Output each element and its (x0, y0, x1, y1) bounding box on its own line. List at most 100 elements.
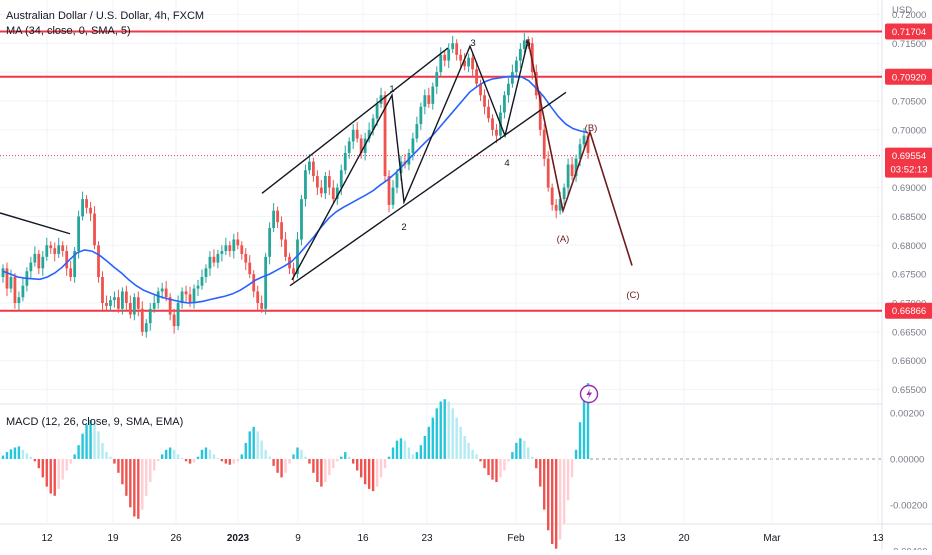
candle-down (53, 242, 57, 262)
candle-body (97, 245, 100, 278)
candle-up (379, 87, 383, 108)
macd-bar (324, 459, 327, 482)
candle-body (204, 268, 208, 278)
candle-body (144, 323, 148, 332)
candle-down (443, 50, 447, 67)
candle-up (391, 180, 395, 209)
candle-body (132, 297, 136, 315)
macd-bar (9, 449, 13, 459)
candle-body (582, 135, 586, 145)
macd-bar (216, 457, 220, 459)
macd-bar (435, 408, 438, 459)
macd-bar (355, 459, 359, 471)
macd-bar (168, 447, 172, 459)
macd-bar (57, 459, 60, 489)
candle-up (467, 53, 471, 73)
macd-bar (427, 426, 431, 459)
macd-bar (105, 452, 108, 459)
macd-bar (467, 442, 470, 459)
candle-down (244, 248, 248, 271)
macd-bar (37, 459, 41, 469)
candle-body (256, 291, 260, 303)
candle-up (300, 195, 303, 246)
macd-bar (519, 438, 522, 459)
candle-body (124, 291, 128, 303)
candle-down (93, 206, 96, 250)
candle-body (578, 144, 582, 159)
candle-up (518, 43, 522, 69)
macd-bar (25, 453, 29, 459)
candle-body (228, 245, 232, 252)
macd-bar (180, 457, 184, 459)
macd-bar (483, 459, 486, 469)
candle-down (212, 249, 216, 267)
current-price-badge-bg (885, 147, 932, 178)
candle-body (514, 60, 518, 73)
macd-tick-label: 0.00200 (890, 409, 924, 420)
candle-body (479, 83, 482, 96)
candle-down (89, 202, 92, 222)
candle-body (391, 187, 395, 205)
candle-body (308, 161, 311, 171)
candle-up (9, 269, 13, 293)
macd-bar (447, 401, 450, 459)
candle-body (128, 303, 132, 315)
macd-bar (204, 447, 208, 459)
macd-bar (81, 433, 84, 459)
price-tick-label: 0.68500 (892, 212, 926, 223)
wave-label: 4 (504, 158, 509, 169)
channel-lower (289, 91, 567, 287)
price-tick-label: 0.69000 (892, 183, 926, 194)
candle-up (562, 183, 566, 205)
candle-up (57, 237, 61, 258)
time-tick-label: 23 (421, 533, 433, 544)
macd-tick-label: 0.00000 (890, 455, 924, 466)
candle-up (45, 237, 49, 261)
macd-legend[interactable]: MACD (12, 26, close, 9, SMA, EMA) (6, 416, 184, 428)
price-tick-label: 0.66500 (892, 327, 926, 338)
price-tick-label: 0.70000 (892, 125, 926, 136)
candle-body (77, 216, 81, 252)
candle-body (323, 176, 327, 194)
macd-bar (316, 459, 319, 482)
price-tick-label: 0.66000 (892, 356, 926, 367)
macd-bar (208, 449, 212, 459)
candle-body (447, 49, 451, 61)
level-badge: 0.71704 (892, 27, 926, 38)
candle-down (172, 308, 176, 334)
candle-up (113, 291, 116, 308)
time-tick-label: 13 (614, 533, 626, 544)
candle-up (503, 91, 506, 119)
macd-bar (49, 459, 52, 494)
macd-bar (340, 456, 343, 459)
candle-up (148, 303, 152, 331)
macd-bar (252, 426, 255, 459)
macd-bar (212, 454, 216, 459)
candle-up (507, 77, 510, 103)
candle-body (152, 303, 156, 309)
candle-up (216, 249, 220, 269)
ma-legend[interactable]: MA (34, close, 0, SMA, 5) (6, 25, 131, 37)
candle-body (17, 297, 21, 303)
trendline (0, 212, 71, 235)
candle-body (471, 57, 474, 70)
candle-body (296, 239, 299, 275)
candle-up (439, 47, 443, 77)
macd-bar (455, 417, 458, 459)
candle-body (455, 43, 459, 55)
macd-bar (359, 459, 363, 478)
currency-label: USD (892, 5, 912, 16)
candle-body (57, 245, 61, 254)
macd-bar (547, 459, 550, 531)
candle-body (518, 49, 522, 61)
candle-body (375, 103, 379, 119)
macd-bar (129, 459, 132, 508)
candle-up (371, 114, 375, 136)
level-badge-bg (885, 302, 932, 319)
macd-bar (332, 459, 335, 469)
macd-bar (184, 459, 188, 462)
candle-body (371, 118, 375, 130)
candle-body (339, 170, 343, 188)
